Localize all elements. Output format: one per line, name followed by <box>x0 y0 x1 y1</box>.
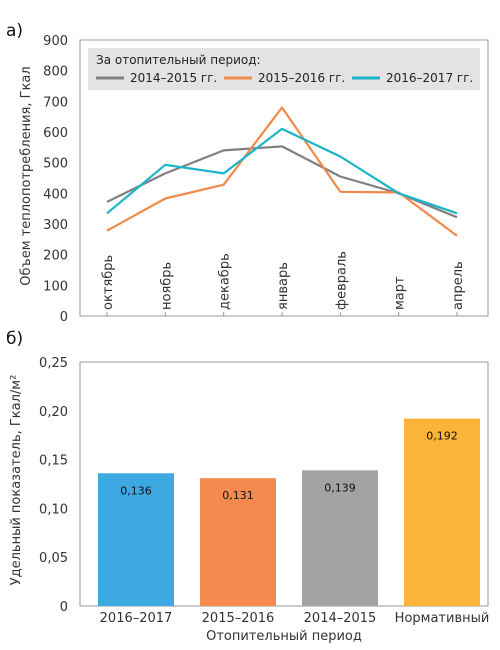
bar-1 <box>98 473 174 606</box>
y-tick-label-a: 700 <box>43 95 68 110</box>
x-tick-label-b: 2014–2015 <box>304 611 377 626</box>
y-ticks-b: 0 0,05 0,10 0,15 0,20 0,25 <box>39 356 68 615</box>
bar-value-label: 0,131 <box>222 489 254 502</box>
panel-label-a: а) <box>6 21 23 41</box>
y-tick-label-a: 600 <box>43 126 68 141</box>
x-tick-label-a: ноябрь <box>159 262 174 310</box>
x-tick-label-b: 2015–2016 <box>202 611 275 626</box>
y-tick-label-a: 300 <box>43 218 68 233</box>
bar-4 <box>404 418 480 606</box>
series-line-3 <box>106 127 458 215</box>
y-tick-label-a: 500 <box>43 157 68 172</box>
plot-frame-b <box>79 361 489 607</box>
series-line-1 <box>106 145 458 219</box>
y-tick-label-b: 0,05 <box>39 551 68 566</box>
bar-value-label: 0,139 <box>324 481 356 494</box>
y-axis-label-a: Объем теплопотребления, Гкал <box>19 66 34 285</box>
x-axis-label-b: Отопительный период <box>206 629 362 644</box>
y-tick-label-b: 0 <box>60 600 68 615</box>
x-tick-label-a: март <box>393 276 408 310</box>
y-tick-label-a: 0 <box>60 310 68 325</box>
legend-entry-2: 2015–2016 гг. <box>258 71 345 85</box>
x-tick-label-a: декабрь <box>218 253 233 310</box>
y-tick-label-a: 800 <box>43 65 68 80</box>
x-tick-label-a: январь <box>276 262 291 310</box>
y-tick-label-b: 0,25 <box>39 356 68 371</box>
line-chart-panel: а) Объем теплопотребления, Гкал 0 100 200 3… <box>6 21 489 325</box>
series-line-2 <box>106 106 458 237</box>
legend: За отопительный период: 2014–2015 гг. 201… <box>88 48 480 90</box>
y-tick-label-a: 200 <box>43 249 68 264</box>
x-tick-label-a: февраль <box>334 251 349 310</box>
legend-entry-3: 2016–2017 гг. <box>386 71 473 85</box>
legend-box <box>88 48 480 90</box>
y-tick-label-b: 0,20 <box>39 405 68 420</box>
legend-entry-1: 2014–2015 гг. <box>130 71 217 85</box>
y-tick-label-a: 100 <box>43 279 68 294</box>
legend-title: За отопительный период: <box>96 53 261 67</box>
bar-2 <box>200 478 276 606</box>
y-tick-label-a: 900 <box>43 34 68 49</box>
x-tick-label-b: 2016–2017 <box>100 611 173 626</box>
y-tick-label-a: 400 <box>43 187 68 202</box>
x-tick-label-a: октябрь <box>101 255 116 310</box>
y-tick-label-b: 0,15 <box>39 454 68 469</box>
y-tick-label-b: 0,10 <box>39 502 68 517</box>
x-tick-label-a: апрель <box>451 261 466 310</box>
series-lines <box>106 106 458 237</box>
panel-label-b: б) <box>6 329 23 349</box>
bar-3 <box>302 470 378 606</box>
x-ticks-a: октябрь ноябрь декабрь январь февраль март апр… <box>101 251 466 316</box>
x-tick-label-b: Нормативный <box>395 611 490 626</box>
bar-chart-panel: б) Удельный показатель, Гкал/м² 0 0,05 0,1… <box>6 329 489 644</box>
bar-value-label: 0,192 <box>426 430 458 443</box>
bar-value-label: 0,136 <box>120 484 152 497</box>
y-axis-label-b: Удельный показатель, Гкал/м² <box>9 375 24 586</box>
bars: 0,136 2016–2017 0,131 2015–2016 0,139 2014–20… <box>98 418 490 626</box>
y-ticks-a: 0 100 200 300 400 500 600 700 800 900 <box>43 34 68 325</box>
plot-frame-a <box>79 39 489 317</box>
